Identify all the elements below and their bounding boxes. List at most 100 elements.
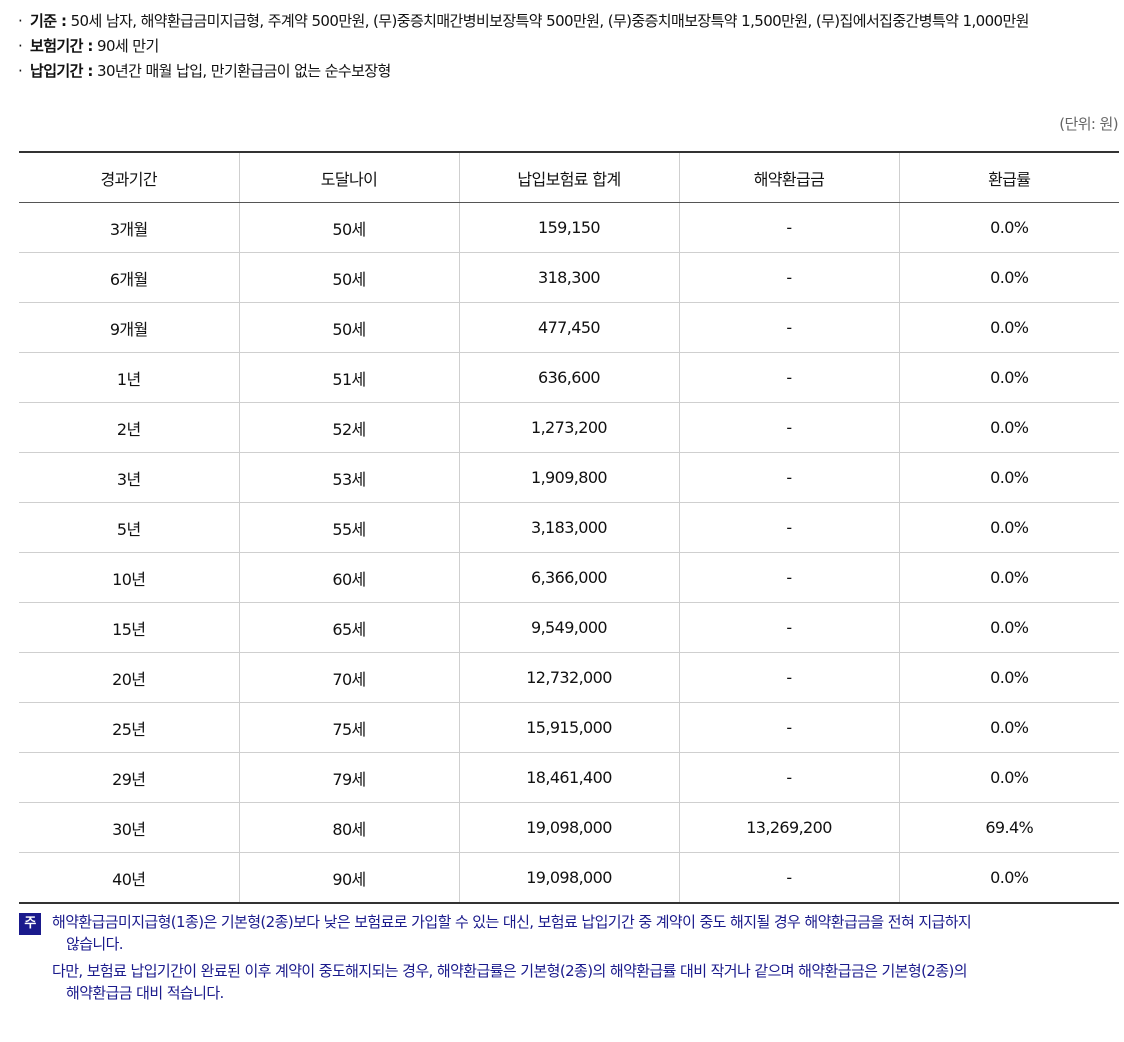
cell-total-premium: 19,098,000 — [458, 802, 679, 853]
table-row: 5년 55세 3,183,000-0.0% — [19, 502, 1119, 553]
cell-elapsed-period: 3개월 — [19, 202, 239, 253]
cell-refund-rate: 0.0% — [898, 352, 1119, 403]
criteria-payment-period-text: 30년간 매월 납입, 만기환급금이 없는 순수보장형 — [92, 62, 391, 80]
cell-total-premium: 6,366,000 — [458, 552, 679, 603]
cell-age-reached: 50세 — [238, 252, 459, 303]
cell-age-reached: 65세 — [238, 602, 459, 653]
header-elapsed-period: 경과기간 — [19, 151, 239, 203]
cell-age-reached: 51세 — [238, 352, 459, 403]
cell-elapsed-period: 15년 — [19, 602, 239, 653]
cell-surrender-value: - — [678, 502, 899, 553]
note-line-1b: 않습니다. — [66, 935, 124, 953]
cell-total-premium: 318,300 — [458, 252, 679, 303]
cell-age-reached: 90세 — [238, 852, 459, 904]
cell-elapsed-period: 6개월 — [19, 252, 239, 303]
footnote: 주 해약환급금미지급형(1종)은 기본형(2종)보다 낮은 보험료로 가입할 수… — [19, 911, 1099, 1009]
note-badge: 주 — [19, 913, 41, 935]
table-row: 3년 53세 1,909,800-0.0% — [19, 452, 1119, 503]
header-surrender-value: 해약환급금 — [678, 151, 899, 203]
cell-refund-rate: 0.0% — [898, 502, 1119, 553]
note-paragraph-1: 해약환급금미지급형(1종)은 기본형(2종)보다 낮은 보험료로 가입할 수 있… — [52, 911, 1099, 955]
cell-refund-rate: 69.4% — [898, 802, 1119, 853]
criteria-insurance-period-label: 보험기간 : — [30, 37, 93, 55]
criteria-payment-period-label: 납입기간 : — [30, 62, 93, 80]
cell-total-premium: 15,915,000 — [458, 702, 679, 753]
cell-age-reached: 53세 — [238, 452, 459, 503]
cell-refund-rate: 0.0% — [898, 752, 1119, 803]
cell-surrender-value: - — [678, 302, 899, 353]
cell-refund-rate: 0.0% — [898, 652, 1119, 703]
cell-refund-rate: 0.0% — [898, 852, 1119, 904]
criteria-payment-period: 납입기간 : 30년간 매월 납입, 만기환급금이 없는 순수보장형 — [18, 60, 1098, 82]
cell-total-premium: 1,273,200 — [458, 402, 679, 453]
cell-age-reached: 60세 — [238, 552, 459, 603]
table-row: 20년 70세 12,732,000-0.0% — [19, 652, 1119, 703]
criteria-basis-text: 50세 남자, 해약환급금미지급형, 주계약 500만원, (무)중증치매간병비… — [66, 12, 1030, 30]
table-row: 9개월 50세 477,450-0.0% — [19, 302, 1119, 353]
table-row: 40년 90세 19,098,000-0.0% — [19, 852, 1119, 904]
note-paragraph-2: 다만, 보험료 납입기간이 완료된 이후 계약이 중도해지되는 경우, 해약환급… — [52, 960, 1099, 1004]
cell-elapsed-period: 1년 — [19, 352, 239, 403]
table-row: 15년 65세 9,549,000-0.0% — [19, 602, 1119, 653]
cell-total-premium: 12,732,000 — [458, 652, 679, 703]
criteria-insurance-period: 보험기간 : 90세 만기 — [18, 35, 1098, 57]
cell-surrender-value: - — [678, 202, 899, 253]
cell-elapsed-period: 2년 — [19, 402, 239, 453]
cell-age-reached: 75세 — [238, 702, 459, 753]
table-row: 10년 60세 6,366,000-0.0% — [19, 552, 1119, 603]
cell-elapsed-period: 25년 — [19, 702, 239, 753]
cell-total-premium: 18,461,400 — [458, 752, 679, 803]
table-row: 30년 80세 19,098,000 13,269,200 69.4% — [19, 802, 1119, 853]
cell-refund-rate: 0.0% — [898, 202, 1119, 253]
cell-refund-rate: 0.0% — [898, 452, 1119, 503]
note-line-2a: 다만, 보험료 납입기간이 완료된 이후 계약이 중도해지되는 경우, 해약환급… — [52, 962, 968, 980]
header-refund-rate: 환급률 — [898, 151, 1119, 203]
criteria-list: 기준 : 50세 남자, 해약환급금미지급형, 주계약 500만원, (무)중증… — [18, 10, 1098, 85]
unit-label: (단위: 원) — [1059, 115, 1118, 133]
cell-age-reached: 79세 — [238, 752, 459, 803]
table-row: 3개월 50세 159,150-0.0% — [19, 202, 1119, 253]
cell-surrender-value: - — [678, 652, 899, 703]
header-age-reached: 도달나이 — [238, 151, 459, 203]
cell-total-premium: 1,909,800 — [458, 452, 679, 503]
cell-surrender-value: 13,269,200 — [678, 802, 899, 853]
table-row: 6개월 50세 318,300-0.0% — [19, 252, 1119, 303]
cell-refund-rate: 0.0% — [898, 252, 1119, 303]
note-line-1a: 해약환급금미지급형(1종)은 기본형(2종)보다 낮은 보험료로 가입할 수 있… — [52, 913, 972, 931]
cell-refund-rate: 0.0% — [898, 302, 1119, 353]
cell-age-reached: 80세 — [238, 802, 459, 853]
cell-surrender-value: - — [678, 752, 899, 803]
cell-elapsed-period: 30년 — [19, 802, 239, 853]
cell-refund-rate: 0.0% — [898, 702, 1119, 753]
criteria-insurance-period-text: 90세 만기 — [92, 37, 159, 55]
cell-surrender-value: - — [678, 552, 899, 603]
table-header-row: 경과기간 도달나이 납입보험료 합계 해약환급금 환급률 — [19, 151, 1119, 203]
table-row: 1년 51세 636,600-0.0% — [19, 352, 1119, 403]
table-row: 2년 52세 1,273,200-0.0% — [19, 402, 1119, 453]
cell-total-premium: 159,150 — [458, 202, 679, 253]
criteria-basis-label: 기준 : — [30, 12, 67, 30]
cell-elapsed-period: 40년 — [19, 852, 239, 904]
criteria-basis: 기준 : 50세 남자, 해약환급금미지급형, 주계약 500만원, (무)중증… — [18, 10, 1098, 32]
cell-elapsed-period: 5년 — [19, 502, 239, 553]
cell-elapsed-period: 9개월 — [19, 302, 239, 353]
cell-elapsed-period: 10년 — [19, 552, 239, 603]
cell-elapsed-period: 29년 — [19, 752, 239, 803]
cell-surrender-value: - — [678, 402, 899, 453]
cell-surrender-value: - — [678, 702, 899, 753]
table-row: 25년 75세 15,915,000-0.0% — [19, 702, 1119, 753]
cell-surrender-value: - — [678, 452, 899, 503]
cell-surrender-value: - — [678, 852, 899, 904]
cell-refund-rate: 0.0% — [898, 602, 1119, 653]
header-total-premium: 납입보험료 합계 — [458, 151, 679, 203]
note-line-2b: 해약환급금 대비 적습니다. — [66, 984, 224, 1002]
cell-elapsed-period: 20년 — [19, 652, 239, 703]
cell-elapsed-period: 3년 — [19, 452, 239, 503]
cell-surrender-value: - — [678, 252, 899, 303]
cell-surrender-value: - — [678, 602, 899, 653]
cell-total-premium: 9,549,000 — [458, 602, 679, 653]
cell-refund-rate: 0.0% — [898, 402, 1119, 453]
cell-total-premium: 3,183,000 — [458, 502, 679, 553]
table-row: 29년 79세 18,461,400-0.0% — [19, 752, 1119, 803]
cell-total-premium: 477,450 — [458, 302, 679, 353]
